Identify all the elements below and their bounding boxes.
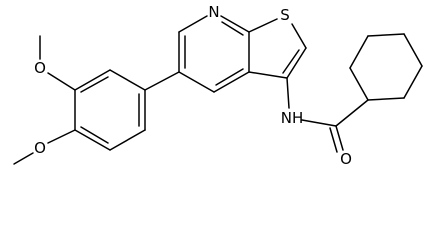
atom-label: S xyxy=(280,6,290,24)
atom-label: NH xyxy=(281,109,304,127)
bonds xyxy=(13,15,423,165)
atom-label: O xyxy=(340,150,352,168)
atom-label: O xyxy=(34,139,46,157)
atom-label: N xyxy=(208,3,219,21)
atom-label: O xyxy=(34,59,46,77)
molecule-diagram: N S NH O O O xyxy=(13,3,423,168)
atom-labels: N S NH O O O xyxy=(34,3,352,168)
